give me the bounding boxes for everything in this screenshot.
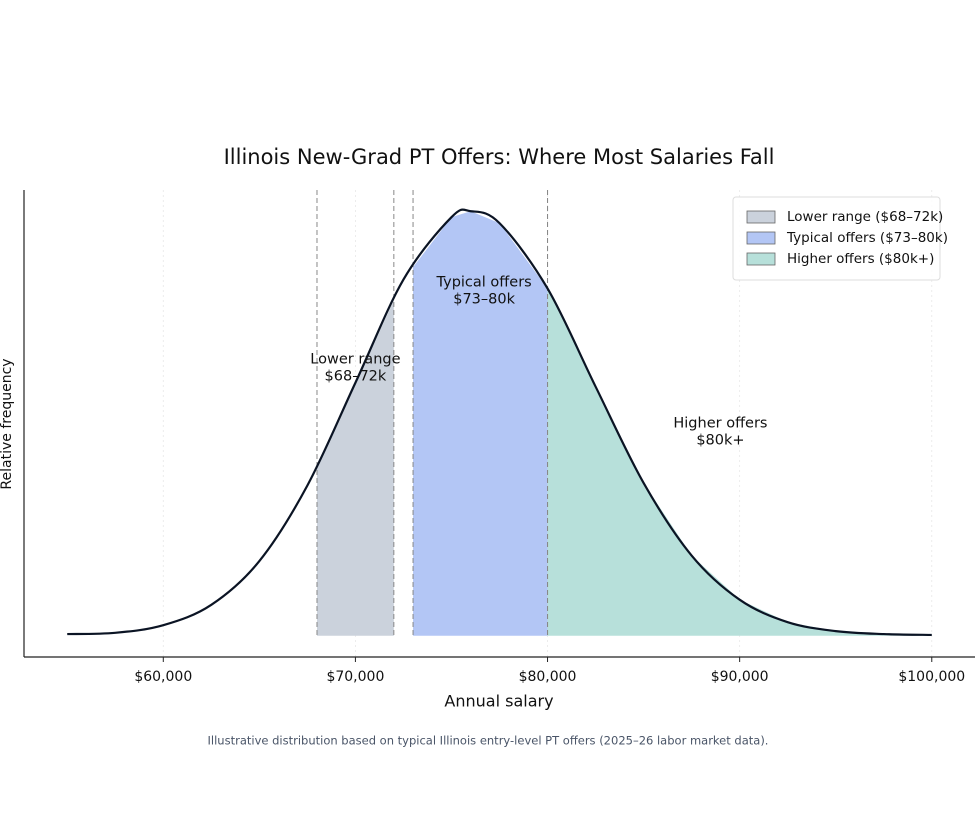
density-curve (67, 208, 932, 637)
band-annotation: Typical offers (436, 275, 532, 291)
band-area (413, 211, 548, 636)
legend-swatch (746, 252, 776, 266)
band-area (547, 288, 932, 636)
legend-label: Higher offers ($80k+) (787, 251, 934, 267)
band-annotation: $68–72k (325, 369, 387, 385)
band-annotation: Higher offers (673, 416, 767, 432)
x-tick-label: $100,000 (898, 669, 965, 685)
x-axis-label: Annual salary (444, 692, 553, 711)
chart-title: Illinois New-Grad PT Offers: Where Most … (224, 145, 775, 169)
x-tick-label: $90,000 (711, 669, 769, 685)
legend-swatch (746, 210, 776, 224)
x-tick-label: $70,000 (326, 669, 384, 685)
y-axis-label: Relative frequency (0, 358, 15, 489)
x-tick-label: $60,000 (134, 669, 192, 685)
legend-swatch (746, 231, 776, 245)
band-annotation: $80k+ (696, 433, 744, 449)
band-annotation: $73–80k (453, 292, 515, 308)
band-annotation: Lower range (310, 352, 400, 368)
band-area (316, 300, 394, 636)
legend-label: Typical offers ($73–80k) (786, 230, 948, 246)
footnote: Illustrative distribution based on typic… (208, 734, 769, 748)
legend-box (732, 196, 941, 281)
legend-label: Lower range ($68–72k) (787, 209, 943, 225)
x-tick-label: $80,000 (519, 669, 577, 685)
